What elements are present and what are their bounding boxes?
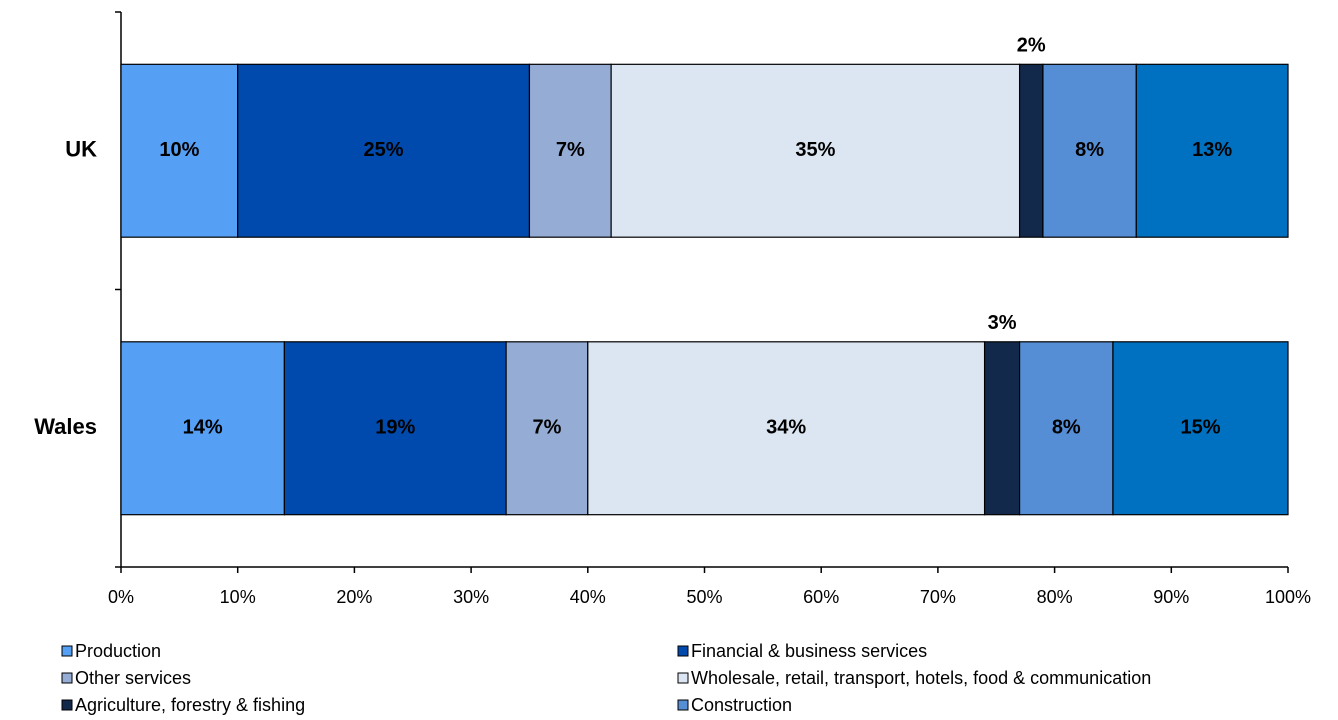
legend-swatch bbox=[677, 699, 689, 711]
x-tick-label: 10% bbox=[220, 587, 256, 607]
bar-segment bbox=[528, 63, 612, 238]
legend-label: Wholesale, retail, transport, hotels, fo… bbox=[691, 668, 1151, 688]
bar-segment bbox=[237, 63, 531, 238]
bar-segment bbox=[983, 341, 1021, 516]
legend-label: Construction bbox=[691, 695, 792, 715]
bar-segment bbox=[1018, 63, 1044, 238]
bar-segment bbox=[1018, 341, 1114, 516]
data-label: 7% bbox=[533, 417, 562, 439]
data-label: 8% bbox=[1075, 139, 1104, 161]
data-label: 13% bbox=[1192, 139, 1232, 161]
bar-segment bbox=[120, 341, 285, 516]
legend-swatch bbox=[61, 645, 73, 657]
bar-segment bbox=[1112, 341, 1289, 516]
y-tick-label: Wales bbox=[34, 414, 97, 439]
legend-label: Financial & business services bbox=[691, 641, 927, 661]
bar-segment bbox=[505, 341, 589, 516]
x-tick-label: 0% bbox=[108, 587, 134, 607]
legend-swatch bbox=[677, 672, 689, 684]
legend-label: Other services bbox=[75, 668, 191, 688]
bar-segment bbox=[1135, 63, 1289, 238]
x-tick-label: 90% bbox=[1153, 587, 1189, 607]
x-tick-label: 30% bbox=[453, 587, 489, 607]
x-tick-label: 20% bbox=[336, 587, 372, 607]
data-label: 2% bbox=[1017, 35, 1046, 57]
data-label: 19% bbox=[375, 417, 415, 439]
data-label: 25% bbox=[364, 139, 404, 161]
x-tick-label: 50% bbox=[686, 587, 722, 607]
y-tick-label: UK bbox=[65, 137, 97, 162]
bar-segment bbox=[120, 63, 239, 238]
bar-segment bbox=[610, 63, 1021, 238]
data-label: 14% bbox=[183, 417, 223, 439]
bar-segment bbox=[283, 341, 507, 516]
x-tick-label: 40% bbox=[570, 587, 606, 607]
x-tick-label: 80% bbox=[1037, 587, 1073, 607]
x-tick-label: 100% bbox=[1265, 587, 1311, 607]
bar-segment bbox=[1042, 63, 1137, 238]
legend-swatch bbox=[61, 672, 73, 684]
data-label: 7% bbox=[556, 139, 585, 161]
data-label: 34% bbox=[766, 417, 806, 439]
x-tick-label: 60% bbox=[803, 587, 839, 607]
legend-swatch bbox=[61, 699, 73, 711]
x-tick-label: 70% bbox=[920, 587, 956, 607]
data-label: 15% bbox=[1180, 417, 1220, 439]
legend-label: Production bbox=[75, 641, 161, 661]
bar-segment bbox=[587, 341, 986, 516]
data-label: 3% bbox=[988, 312, 1017, 334]
legend-label: Agriculture, forestry & fishing bbox=[75, 695, 305, 715]
data-label: 8% bbox=[1052, 417, 1081, 439]
data-label: 35% bbox=[795, 139, 835, 161]
data-label: 10% bbox=[159, 139, 199, 161]
legend-swatch bbox=[677, 645, 689, 657]
